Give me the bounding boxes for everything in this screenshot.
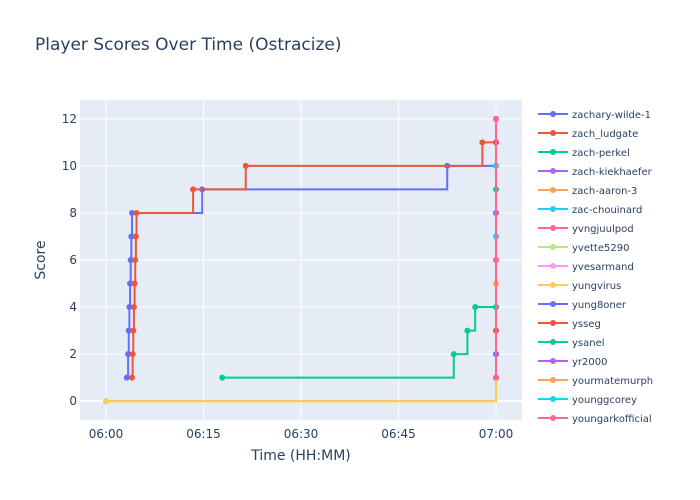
legend-swatch-marker <box>550 377 556 383</box>
legend-item[interactable]: yvette5290 <box>538 243 629 254</box>
data-point <box>130 304 137 311</box>
data-point <box>132 233 139 240</box>
legend-swatch-marker <box>550 263 556 269</box>
x-tick-label: 06:30 <box>284 427 319 441</box>
legend-item[interactable]: zach-perkel <box>538 148 630 159</box>
legend-label: yr2000 <box>572 357 607 368</box>
data-point <box>493 257 499 263</box>
legend-swatch-marker <box>550 187 556 193</box>
legend-label: zach_ludgate <box>572 129 638 140</box>
legend-swatch-marker <box>550 282 556 288</box>
data-point <box>125 351 132 358</box>
legend-label: yvesarmand <box>572 262 634 273</box>
legend-label: zachary-wilde-1 <box>572 110 651 121</box>
data-point <box>126 304 133 311</box>
x-tick-label: 06:00 <box>89 427 124 441</box>
legend-label: ysseg <box>572 319 601 330</box>
data-point <box>493 115 499 122</box>
legend-label: yungvirus <box>572 281 621 292</box>
data-point <box>103 398 109 405</box>
y-tick-label: 2 <box>69 347 77 361</box>
axis-ticks: 06:00 06:15 06:30 06:45 07:00 0 2 4 6 8 10 12 <box>62 112 514 441</box>
data-point <box>129 374 135 381</box>
legend-label: younggcorey <box>572 395 637 406</box>
legend-item[interactable]: ysanel <box>538 338 605 349</box>
y-tick-label: 4 <box>69 300 77 314</box>
legend-swatch-marker <box>550 168 556 174</box>
legend-item[interactable]: yung8oner <box>538 300 627 311</box>
y-tick-label: 6 <box>69 253 77 267</box>
legend-item[interactable]: ysseg <box>538 319 601 330</box>
plot-area <box>103 115 499 405</box>
legend-swatch-marker <box>550 415 556 421</box>
legend-item[interactable]: zach-aaron-3 <box>538 186 637 197</box>
legend-swatch-marker <box>550 396 556 402</box>
legend-swatch-marker <box>550 358 556 364</box>
legend-label: youngarkofficial <box>572 414 652 425</box>
data-point <box>127 257 134 263</box>
legend-label: zach-kiekhaefer <box>572 167 653 178</box>
legend-label: zach-perkel <box>572 148 630 159</box>
data-point <box>464 327 471 334</box>
legend-label: zac-chouinard <box>572 205 642 216</box>
data-point <box>472 304 479 311</box>
data-point <box>129 351 136 358</box>
y-tick-label: 10 <box>62 159 77 173</box>
data-point <box>479 139 486 146</box>
data-point <box>219 374 226 381</box>
data-point <box>242 162 249 169</box>
data-point <box>130 327 137 334</box>
data-point <box>133 209 140 216</box>
x-tick-label: 07:00 <box>479 427 514 441</box>
series-zach-perkel <box>219 280 499 381</box>
data-point <box>125 327 132 334</box>
data-point <box>123 374 130 381</box>
legend-label: yourmatemurph <box>572 376 653 387</box>
legend-item[interactable]: yvesarmand <box>538 262 634 273</box>
legend-item[interactable]: yr2000 <box>538 357 607 368</box>
data-point <box>127 280 134 287</box>
legend-item[interactable]: younggcorey <box>538 395 637 406</box>
legend-item[interactable]: zachary-wilde-1 <box>538 110 651 121</box>
y-tick-label: 12 <box>62 112 77 126</box>
data-point <box>129 209 135 216</box>
series-youngarkofficial <box>493 115 499 381</box>
legend-swatch-marker <box>550 206 556 212</box>
legend[interactable]: zachary-wilde-1 zach_ludgate zach-perkel za… <box>538 110 653 425</box>
legend-label: zach-aaron-3 <box>572 186 637 197</box>
legend-item[interactable]: zach_ludgate <box>538 129 638 140</box>
legend-swatch-marker <box>550 130 556 136</box>
y-tick-label: 8 <box>69 206 77 220</box>
legend-label: yung8oner <box>572 300 627 311</box>
data-point <box>132 257 139 263</box>
legend-swatch-marker <box>550 149 556 155</box>
data-point <box>131 280 138 287</box>
x-tick-label: 06:15 <box>186 427 221 441</box>
y-axis-title: Score <box>33 240 49 279</box>
data-point <box>128 233 135 240</box>
legend-item[interactable]: zach-kiekhaefer <box>538 167 653 178</box>
legend-label: ysanel <box>572 338 605 349</box>
legend-swatch-marker <box>550 225 556 231</box>
legend-swatch-marker <box>550 320 556 326</box>
data-point <box>450 351 457 358</box>
data-point <box>190 186 197 193</box>
legend-item[interactable]: yvngjuulpod <box>538 224 634 235</box>
x-axis-title: Time (HH:MM) <box>250 448 351 464</box>
data-point <box>493 374 499 381</box>
chart-title: Player Scores Over Time (Ostracize) <box>35 35 342 55</box>
legend-label: yvngjuulpod <box>572 224 634 235</box>
legend-item[interactable]: yungvirus <box>538 281 621 292</box>
legend-label: yvette5290 <box>572 243 629 254</box>
legend-swatch-marker <box>550 244 556 250</box>
legend-swatch-marker <box>550 111 556 117</box>
legend-item[interactable]: youngarkofficial <box>538 414 652 425</box>
x-tick-label: 06:45 <box>381 427 416 441</box>
legend-item[interactable]: zac-chouinard <box>538 205 642 216</box>
y-tick-label: 0 <box>69 394 77 408</box>
legend-swatch-marker <box>550 301 556 307</box>
legend-swatch-marker <box>550 339 556 345</box>
legend-item[interactable]: yourmatemurph <box>538 376 653 387</box>
